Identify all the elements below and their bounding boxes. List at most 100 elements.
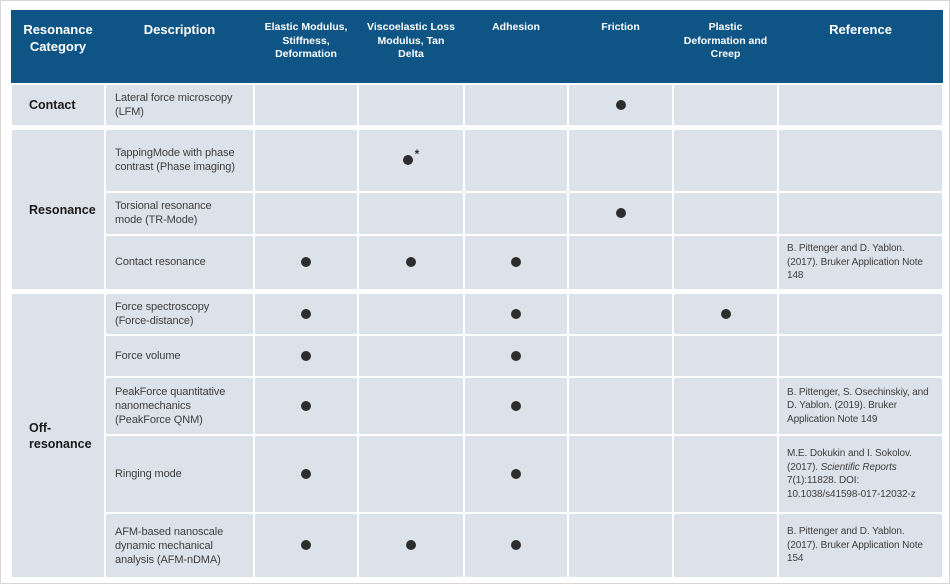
description-cell: AFM-based nanoscale dynamic mechanical a… xyxy=(104,512,255,579)
table-header: Resonance Category Description Elastic M… xyxy=(11,10,943,85)
mark-cell-plastic xyxy=(672,334,779,378)
mark-cell-plastic xyxy=(672,125,779,193)
mark-cell-elastic xyxy=(253,289,359,336)
mark-cell-adhesion xyxy=(463,334,569,378)
mark-cell-adhesion xyxy=(463,190,569,236)
mark-cell-elastic xyxy=(253,233,359,293)
column-header-elastic-modulus: Elastic Modulus, Stiffness, Deformation xyxy=(254,10,358,85)
mark-cell-friction xyxy=(567,190,674,236)
mark-cell-visco xyxy=(357,233,465,293)
column-header-reference: Reference xyxy=(778,10,943,85)
mark-cell-plastic xyxy=(672,376,779,436)
mark-cell-visco: * xyxy=(357,125,465,193)
reference-cell xyxy=(777,334,944,378)
capability-dot xyxy=(511,350,521,361)
table-row-tappingmode: Resonance TappingMode with phase contras… xyxy=(10,125,944,293)
mark-cell-visco xyxy=(357,190,465,236)
capability-dot xyxy=(301,308,311,319)
capability-dot xyxy=(511,540,521,551)
description-cell: Force spectroscopy (Force-distance) xyxy=(104,289,255,336)
afm-modes-table: Resonance Category Description Elastic M… xyxy=(10,10,944,579)
mark-cell-elastic xyxy=(253,334,359,378)
column-header-friction: Friction xyxy=(568,10,673,85)
description-cell: Contact resonance xyxy=(104,233,255,293)
mark-cell-plastic xyxy=(672,512,779,579)
mark-cell-friction xyxy=(567,233,674,293)
mark-cell-adhesion xyxy=(463,512,569,579)
mark-cell-adhesion xyxy=(463,83,569,129)
table-row-ringing-mode: Ringing mode M.E. Dokukin and I. Sokolov… xyxy=(11,434,944,514)
mark-cell-visco xyxy=(357,289,465,336)
description-cell: Ringing mode xyxy=(104,434,255,514)
reference-journal-italic: Scientific Reports xyxy=(820,461,897,473)
mark-cell-friction xyxy=(567,376,674,436)
capability-dot xyxy=(301,257,311,268)
description-cell: Lateral force microscopy (LFM) xyxy=(104,83,255,129)
table-row-peakforce-qnm: PeakForce quantitative nanomechanics (Pe… xyxy=(11,376,944,436)
capability-dot xyxy=(406,540,416,551)
capability-dot xyxy=(301,350,311,361)
mark-cell-adhesion xyxy=(463,233,569,293)
mark-cell-adhesion xyxy=(463,125,569,193)
capability-dot xyxy=(615,207,626,218)
mark-cell-plastic xyxy=(672,83,779,129)
description-cell: PeakForce quantitative nanomechanics (Pe… xyxy=(104,376,255,436)
capability-dot xyxy=(511,308,521,319)
asterisk-note: * xyxy=(414,147,420,162)
description-cell: TappingMode with phase contrast (Phase i… xyxy=(104,125,255,193)
mark-cell-plastic xyxy=(672,233,779,293)
mark-cell-friction xyxy=(567,512,674,579)
capability-dot xyxy=(615,99,626,110)
column-header-description: Description xyxy=(105,10,254,85)
reference-cell: B. Pittenger and D. Yablon. (2017). Bruk… xyxy=(777,512,944,579)
table-row-force-spectroscopy: Off-resonance Force spectroscopy (Force-… xyxy=(10,289,944,579)
mark-cell-plastic xyxy=(672,190,779,236)
mark-cell-visco xyxy=(357,334,465,378)
capability-dot xyxy=(301,468,311,479)
column-header-viscoelastic-loss: Viscoelastic Loss Modulus, Tan Delta xyxy=(358,10,464,85)
mark-cell-elastic xyxy=(253,125,359,193)
capability-dot xyxy=(720,308,731,319)
header-row: Resonance Category Description Elastic M… xyxy=(11,10,943,85)
mark-cell-friction xyxy=(567,289,674,336)
capability-dot xyxy=(511,257,521,268)
mark-cell-visco xyxy=(357,376,465,436)
column-header-adhesion: Adhesion xyxy=(464,10,568,85)
category-cell-off-resonance: Off-resonance xyxy=(10,289,106,579)
column-header-resonance-category: Resonance Category xyxy=(11,10,105,85)
capability-dot xyxy=(301,540,311,551)
reference-cell xyxy=(777,83,944,129)
mark-cell-elastic xyxy=(253,83,359,129)
reference-cell: M.E. Dokukin and I. Sokolov. (2017). Sci… xyxy=(777,434,944,514)
mark-cell-friction xyxy=(567,334,674,378)
mark-cell-elastic xyxy=(253,190,359,236)
reference-cell xyxy=(777,190,944,236)
description-cell: Torsional resonance mode (TR-Mode) xyxy=(104,190,255,236)
table-row-force-volume: Force volume xyxy=(11,334,944,378)
capability-dot xyxy=(406,257,416,268)
mark-cell-elastic xyxy=(253,512,359,579)
table-row-torsional: Torsional resonance mode (TR-Mode) xyxy=(11,190,944,236)
mark-cell-visco xyxy=(357,512,465,579)
mark-cell-elastic xyxy=(253,376,359,436)
table-row-contact-resonance: Contact resonance B. Pittenger and D. Ya… xyxy=(11,233,944,293)
mark-cell-plastic xyxy=(672,289,779,336)
mark-cell-visco xyxy=(357,434,465,514)
reference-text: M.E. Dokukin and I. Sokolov. (2017). xyxy=(787,448,912,473)
table-row-lfm: Contact Lateral force microscopy (LFM) xyxy=(10,83,944,129)
reference-cell xyxy=(777,289,944,336)
reference-cell: B. Pittenger and D. Yablon. (2017). Bruk… xyxy=(777,233,944,293)
table-row-afm-ndma: AFM-based nanoscale dynamic mechanical a… xyxy=(11,512,944,579)
mark-cell-friction xyxy=(567,434,674,514)
reference-cell: B. Pittenger, S. Osechinskiy, and D. Yab… xyxy=(777,376,944,436)
mark-cell-adhesion xyxy=(463,289,569,336)
capability-dot xyxy=(511,400,521,411)
capability-dot xyxy=(301,400,311,411)
reference-cell xyxy=(777,125,944,193)
mark-cell-adhesion xyxy=(463,434,569,514)
reference-text: 7(1):11828. DOI: 10.1038/s41598-017-1203… xyxy=(787,475,916,500)
mark-cell-adhesion xyxy=(463,376,569,436)
mark-cell-plastic xyxy=(672,434,779,514)
mark-cell-friction xyxy=(567,125,674,193)
